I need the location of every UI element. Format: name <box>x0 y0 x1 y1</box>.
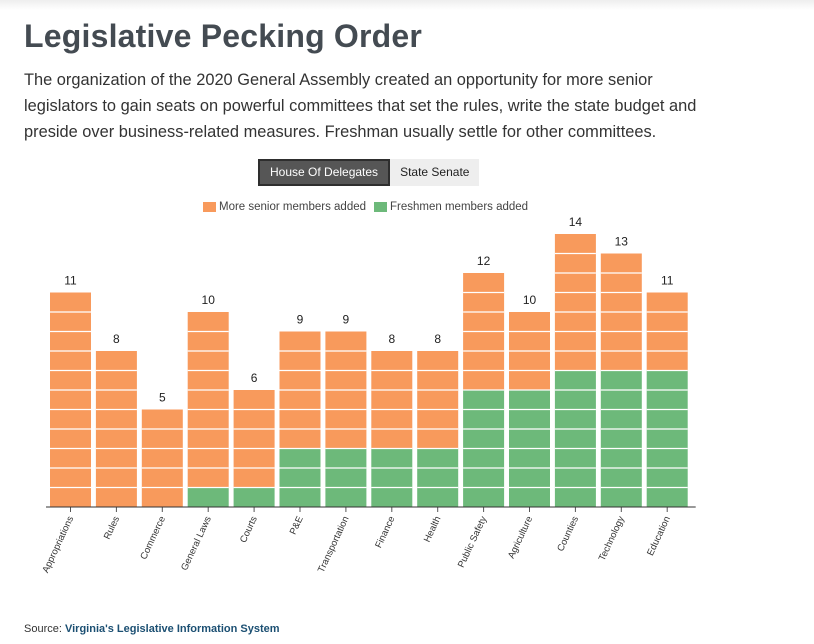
bar-segment-freshmen <box>325 448 367 507</box>
bar-total-label: 10 <box>523 293 537 307</box>
bar-total-label: 9 <box>297 313 304 327</box>
bar-total-label: 11 <box>661 274 674 288</box>
chart-legend: More senior members added Freshmen membe… <box>203 201 536 213</box>
x-axis-tick-label: Finance <box>373 515 397 550</box>
x-axis-tick-label: Appropriations <box>40 514 76 574</box>
legend-swatch-freshmen <box>374 202 388 212</box>
bar-segment-senior <box>233 390 275 488</box>
bar-total-label: 14 <box>569 215 583 229</box>
bar-total-label: 13 <box>615 235 629 249</box>
bar-total-label: 9 <box>343 313 350 327</box>
top-shadow-bar <box>0 0 814 10</box>
bar-segment-senior <box>50 292 91 507</box>
tab-state-senate[interactable]: State Senate <box>390 159 480 186</box>
bar-total-label: 8 <box>388 332 395 346</box>
bar-total-label: 8 <box>434 332 441 346</box>
bar-segment-freshmen <box>417 448 459 507</box>
source-prefix: Source: <box>24 623 62 635</box>
bar-chart: 11 Appropriations 8 Rules 5 Commerce 10 General… <box>40 215 696 575</box>
x-axis-tick-label: Commerce <box>138 515 168 562</box>
bar-segment-freshmen <box>233 487 275 507</box>
x-axis-tick-label: Education <box>645 515 673 558</box>
x-axis-tick-label: Agriculture <box>506 515 535 561</box>
legend-swatch-senior <box>203 202 216 212</box>
x-axis-tick-label: Rules <box>102 514 122 541</box>
bar-segment-senior <box>187 312 229 488</box>
source-link[interactable]: Virginia's Legislative Information Syste… <box>64 623 280 635</box>
bar-segment-freshmen <box>646 370 688 507</box>
legend-item-senior[interactable]: More senior members added <box>203 201 366 213</box>
bar-segment-freshmen <box>554 370 596 507</box>
bar-total-label: 10 <box>202 293 216 307</box>
bar-segment-freshmen <box>279 448 321 507</box>
page-subtitle: The organization of the 2020 General Ass… <box>24 71 697 141</box>
chamber-tabs: House Of Delegates State Senate <box>258 159 480 186</box>
x-axis-tick-label: Counties <box>555 514 581 553</box>
x-axis-tick-label: P&E <box>288 515 306 537</box>
legend-label-freshmen: Freshmen members added <box>390 201 529 213</box>
tab-house-of-delegates[interactable]: House Of Delegates <box>258 159 391 186</box>
bar-segment-freshmen <box>187 487 229 507</box>
x-axis-tick-label: Courts <box>238 514 260 544</box>
bar-segment-senior <box>371 351 413 449</box>
legend-item-freshmen[interactable]: Freshmen members added <box>374 201 528 213</box>
x-axis-tick-label: Health <box>422 515 444 545</box>
bar-total-label: 12 <box>477 254 491 268</box>
bar-segment-senior <box>554 234 596 371</box>
bar-segment-senior <box>141 409 183 507</box>
bar-segment-freshmen <box>371 448 413 507</box>
bar-segment-freshmen <box>600 370 642 507</box>
x-axis-tick-label: Technology <box>597 514 627 562</box>
x-axis-tick-label: General Laws <box>179 514 214 572</box>
bar-segment-senior <box>417 351 459 449</box>
bar-total-label: 5 <box>159 391 166 405</box>
x-axis-tick-label: Public Safety <box>456 514 490 569</box>
bar-total-label: 8 <box>113 332 120 346</box>
bar-total-label: 6 <box>251 371 258 385</box>
page-title: Legislative Pecking Order <box>24 18 423 54</box>
bar-total-label: 11 <box>64 274 77 288</box>
legend-label-senior: More senior members added <box>219 201 367 213</box>
source-note: Source: Virginia's Legislative Informati… <box>24 623 280 635</box>
x-axis-tick-label: Transportation <box>316 515 352 575</box>
